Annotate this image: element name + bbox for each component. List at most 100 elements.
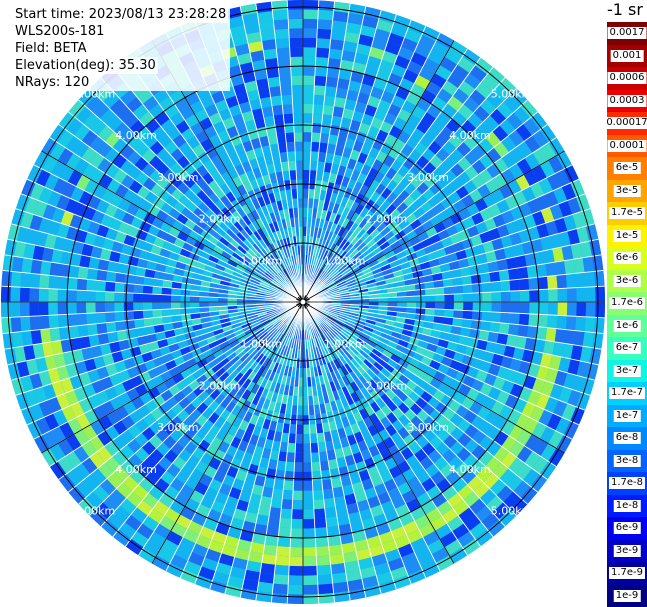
beta-range-gate <box>390 23 408 38</box>
beta-range-gate <box>556 434 573 453</box>
beta-range-gate <box>384 41 402 56</box>
colorbar-tick-label: 1e-6 <box>613 319 641 332</box>
beta-range-gate <box>545 368 559 384</box>
ray-separator-line <box>302 0 320 303</box>
beta-range-gate <box>358 408 370 420</box>
colorbar-cell: 1e-6 <box>607 314 647 337</box>
beta-range-gate <box>487 67 506 85</box>
beta-range-gate <box>133 310 144 320</box>
ray-separator-line <box>20 193 304 303</box>
beta-range-gate <box>518 229 531 244</box>
colorbar-cell: 6e-9 <box>607 517 647 540</box>
beta-range-gate <box>92 184 107 200</box>
beta-range-gate <box>182 415 196 429</box>
beta-range-gate <box>478 168 493 184</box>
beta-range-gate <box>189 182 202 196</box>
beta-range-gate <box>27 164 43 183</box>
ray-separator-line <box>302 99 528 303</box>
beta-range-gate <box>512 243 525 257</box>
beta-range-gate <box>375 397 387 409</box>
beta-range-gate <box>212 571 230 585</box>
beta-range-gate <box>65 135 82 153</box>
beta-range-gate <box>326 241 333 252</box>
beta-range-gate <box>323 497 336 509</box>
beta-range-gate <box>273 574 289 585</box>
beta-range-gate <box>90 118 107 136</box>
beta-range-gate <box>540 426 556 444</box>
beta-range-gate <box>399 512 415 527</box>
beta-range-gate <box>329 327 339 336</box>
beta-range-gate <box>272 104 284 116</box>
range-ring-label: 5.00km <box>74 505 116 518</box>
beta-range-gate <box>303 47 317 57</box>
beta-range-gate <box>123 310 135 321</box>
beta-range-gate <box>482 396 497 411</box>
beta-range-gate <box>271 440 281 452</box>
beta-range-gate <box>418 66 436 82</box>
beta-range-gate <box>334 259 343 269</box>
beta-range-gate <box>268 222 276 233</box>
beta-range-gate <box>524 434 540 452</box>
beta-range-gate <box>519 290 530 302</box>
beta-range-gate <box>252 243 262 253</box>
beta-range-gate <box>407 569 426 584</box>
beta-range-gate <box>233 221 244 232</box>
beta-range-gate <box>83 112 100 130</box>
beta-range-gate <box>384 250 396 260</box>
beta-range-gate <box>521 240 534 255</box>
beta-range-gate <box>423 175 437 189</box>
beta-range-gate <box>326 525 340 537</box>
beta-range-gate <box>331 477 343 489</box>
beta-range-gate <box>184 560 202 576</box>
beta-range-gate <box>554 260 566 276</box>
beta-range-gate <box>395 503 411 518</box>
beta-range-gate <box>333 369 342 380</box>
beta-range-gate <box>12 256 24 273</box>
beta-range-gate <box>328 254 337 264</box>
beta-range-gate <box>285 356 292 367</box>
beta-range-gate <box>38 186 53 204</box>
beta-range-gate <box>290 56 303 67</box>
beta-range-gate <box>386 179 398 192</box>
beta-range-gate <box>106 472 123 489</box>
beta-range-gate <box>582 331 594 348</box>
beta-range-gate <box>307 217 312 227</box>
beta-range-gate <box>363 358 374 369</box>
beta-range-gate <box>164 329 176 339</box>
beta-range-gate <box>332 11 349 23</box>
beta-range-gate <box>395 344 407 354</box>
beta-range-gate <box>237 349 247 359</box>
beta-range-gate <box>540 380 555 397</box>
beta-range-gate <box>528 277 539 291</box>
beta-range-gate <box>169 415 183 429</box>
beta-range-gate <box>387 254 398 264</box>
beta-range-gate <box>245 330 256 338</box>
beta-range-gate <box>397 255 409 265</box>
beta-range-gate <box>279 312 288 319</box>
beta-range-gate <box>318 0 335 12</box>
beta-range-gate <box>371 348 383 358</box>
beta-range-gate <box>323 320 332 329</box>
ray-separator-line <box>89 88 304 303</box>
beta-range-gate <box>561 183 577 201</box>
beta-range-gate <box>115 320 126 332</box>
beta-range-gate <box>50 426 66 444</box>
range-ring-label: 4.00km <box>449 463 491 476</box>
beta-range-gate <box>261 486 274 498</box>
beta-range-gate <box>520 99 538 118</box>
beta-range-gate <box>29 315 41 331</box>
beta-range-gate <box>223 267 234 275</box>
beta-range-gate <box>410 175 424 189</box>
beta-range-gate <box>123 188 137 203</box>
beta-range-gate <box>337 367 346 378</box>
azimuth-spoke <box>41 301 304 454</box>
beta-range-gate <box>295 433 303 444</box>
beta-range-gate <box>258 344 268 354</box>
beta-range-gate <box>315 268 322 278</box>
beta-range-gate <box>232 557 249 570</box>
beta-range-gate <box>84 409 99 425</box>
beta-range-gate <box>422 562 441 578</box>
beta-range-gate <box>260 563 276 575</box>
beta-range-gate <box>96 199 110 214</box>
beta-range-gate <box>270 497 283 509</box>
